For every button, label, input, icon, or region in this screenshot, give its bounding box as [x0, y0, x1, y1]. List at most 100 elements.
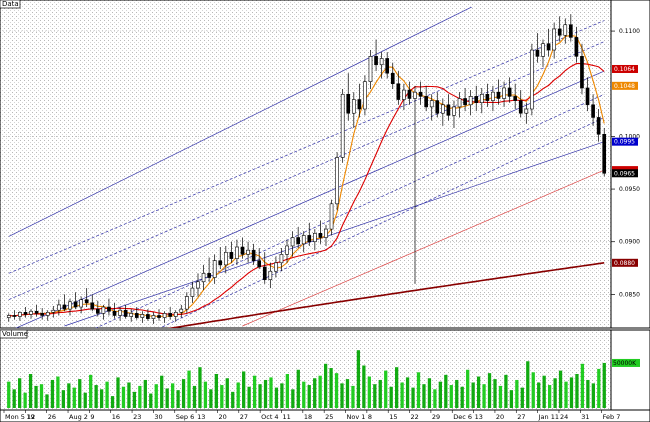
date-label: Aug 2	[69, 413, 88, 421]
price-panel	[0, 0, 612, 329]
candle-body	[563, 24, 568, 36]
volume-bar	[12, 389, 16, 408]
candle-body	[479, 93, 484, 103]
candle-body	[185, 296, 189, 310]
candle-body	[79, 299, 83, 308]
candle-body	[301, 235, 306, 245]
date-label: 13	[197, 413, 205, 421]
candle-body	[112, 310, 117, 316]
candle-body	[441, 104, 445, 114]
volume-bar	[302, 381, 306, 408]
candle-body	[524, 108, 529, 114]
volume-bar	[334, 373, 339, 408]
candle-body	[357, 99, 362, 110]
candle-body	[396, 83, 401, 100]
candle-body	[218, 260, 223, 266]
volume-bar	[318, 375, 322, 408]
volume-bar	[460, 386, 464, 408]
volume-bar	[526, 361, 530, 408]
candle-body	[374, 56, 378, 66]
price-tick-label: 0.0850	[619, 291, 640, 298]
date-label: 19	[26, 413, 34, 421]
date-label: 26	[48, 413, 56, 421]
candle-body	[51, 309, 56, 313]
volume-bar	[154, 384, 158, 408]
volume-bar	[416, 372, 421, 408]
candle-body	[34, 310, 39, 314]
volume-bar	[411, 387, 415, 408]
volume-panel-tag-box	[0, 329, 28, 339]
volume-bar	[34, 385, 38, 408]
date-label: 9	[90, 413, 94, 421]
volume-bar	[329, 368, 333, 408]
candle-body	[580, 56, 584, 89]
volume-bar	[18, 378, 22, 408]
candle-body	[285, 245, 289, 255]
candle-body	[118, 309, 122, 316]
volume-bar	[531, 372, 535, 408]
candle-body	[207, 273, 211, 278]
candle-body	[324, 228, 328, 238]
candle-body	[585, 87, 590, 106]
volume-bar	[553, 378, 557, 408]
candle-body	[151, 315, 156, 319]
date-label: Feb 7	[603, 413, 621, 421]
volume-bar	[220, 385, 224, 408]
volume-bar	[580, 363, 585, 408]
volume-bar	[236, 382, 240, 408]
volume-bar	[455, 379, 459, 408]
candle-body	[390, 72, 395, 85]
volume-bar	[28, 374, 33, 408]
candle-body	[257, 260, 262, 268]
candle-body	[363, 81, 367, 110]
volume-bar	[466, 369, 470, 408]
volume-bar	[181, 379, 186, 408]
candle-body	[452, 106, 456, 116]
candle-body	[90, 302, 95, 310]
volume-bar	[405, 377, 410, 408]
candle-body	[296, 237, 300, 245]
volume-bar	[280, 383, 284, 408]
price-panel-label: Data	[2, 0, 19, 8]
candle-body	[201, 273, 206, 283]
candle-body	[424, 96, 428, 108]
volume-bar	[575, 374, 579, 408]
volume-bar	[94, 385, 98, 408]
candle-body	[196, 281, 200, 289]
date-label: 11	[282, 413, 290, 421]
candle-body	[68, 301, 72, 310]
volume-bar	[542, 375, 546, 408]
candle-body	[57, 304, 61, 311]
date-label: 18	[304, 413, 312, 421]
candle-body	[407, 89, 412, 99]
candle-body	[23, 312, 28, 315]
candle-body	[45, 312, 50, 316]
volume-bar	[45, 394, 49, 408]
candle-body	[591, 104, 595, 118]
date-label: 20	[218, 413, 226, 421]
candle-body	[262, 266, 267, 280]
date-label: 20	[496, 413, 504, 421]
price-tag	[612, 137, 638, 146]
candle-body	[12, 315, 17, 317]
volume-bar	[7, 381, 11, 408]
candle-body	[168, 313, 172, 317]
volume-bar	[515, 379, 519, 408]
volume-bar	[378, 379, 382, 408]
candle-body	[40, 313, 45, 316]
volume-bar	[83, 392, 87, 408]
candle-body	[568, 24, 573, 38]
candle-body	[157, 315, 161, 318]
candle-body	[468, 96, 473, 106]
volume-bar	[67, 383, 71, 408]
candle-body	[507, 87, 512, 97]
volume-bar	[586, 379, 590, 408]
price-panel-tag-box	[0, 0, 21, 9]
price-axis-area	[610, 0, 650, 329]
price-tag	[612, 64, 638, 73]
trend-line	[8, 41, 605, 300]
volume-bar	[351, 385, 355, 408]
candle-body	[541, 43, 545, 57]
volume-bar	[340, 383, 344, 408]
volume-bar	[143, 379, 147, 408]
